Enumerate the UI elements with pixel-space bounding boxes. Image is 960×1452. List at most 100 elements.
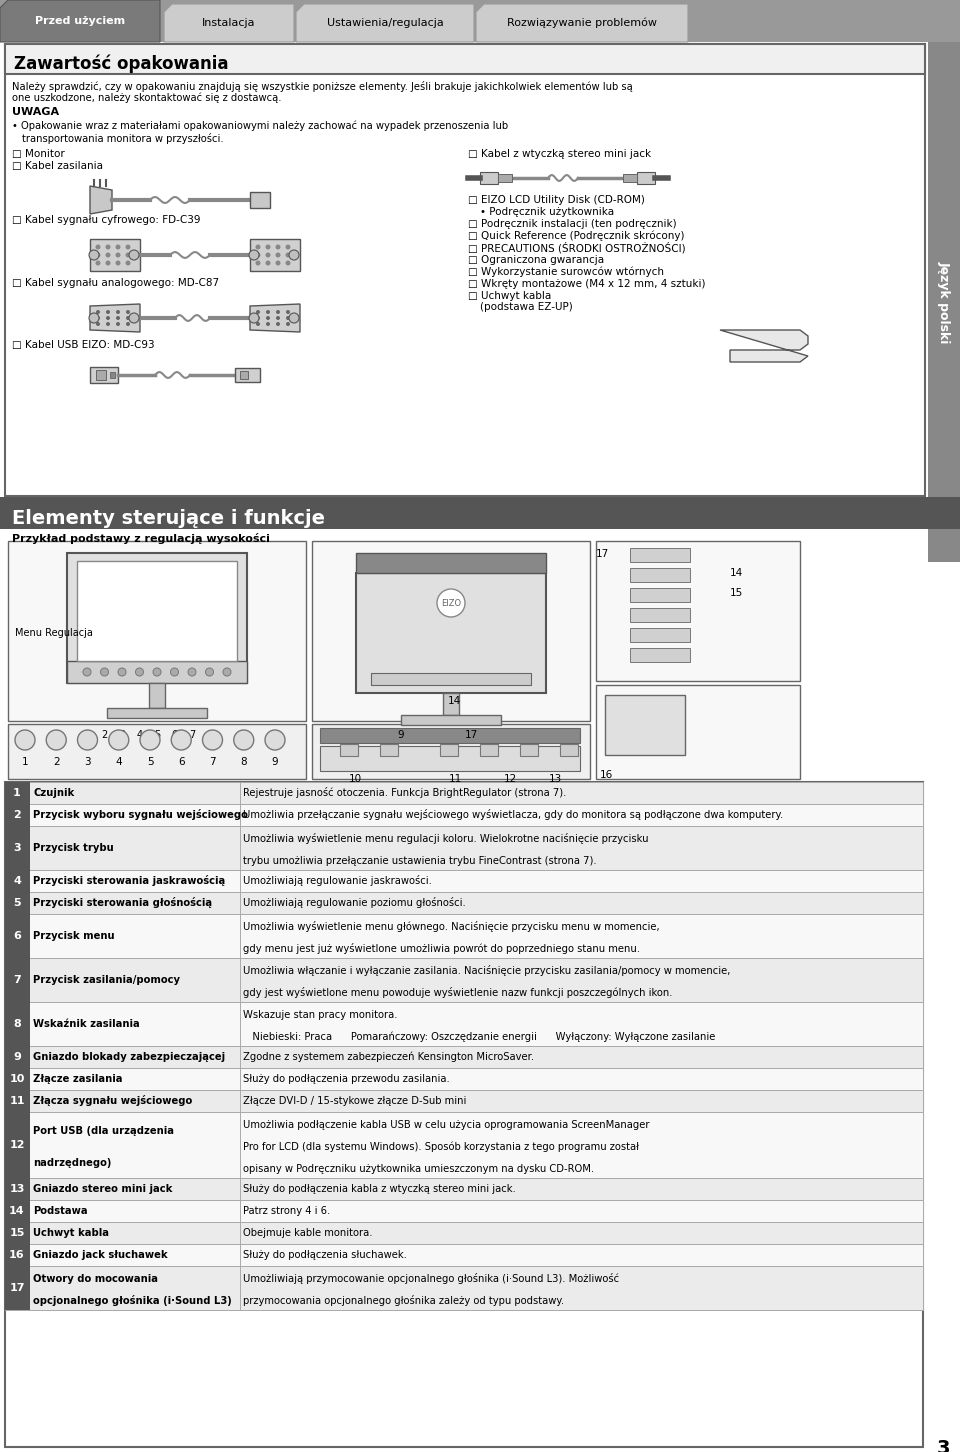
Bar xyxy=(312,725,590,780)
Text: Przyciski sterowania głośnością: Przyciski sterowania głośnością xyxy=(33,897,212,909)
Bar xyxy=(5,1069,923,1090)
Text: 17: 17 xyxy=(465,730,478,741)
Bar xyxy=(5,1199,923,1223)
Circle shape xyxy=(95,253,101,257)
Text: Przycisk trybu: Przycisk trybu xyxy=(33,844,113,852)
Text: Umożliwiają regulowanie jaskrawości.: Umożliwiają regulowanie jaskrawości. xyxy=(243,876,432,887)
Circle shape xyxy=(135,668,143,677)
Text: opcjonalnego głośnika (i·Sound L3): opcjonalnego głośnika (i·Sound L3) xyxy=(33,1295,231,1307)
Bar xyxy=(5,826,923,870)
Bar xyxy=(401,714,501,725)
Bar xyxy=(5,1266,923,1310)
Text: Przycisk wyboru sygnału wejściowego: Przycisk wyboru sygnału wejściowego xyxy=(33,810,248,820)
Bar xyxy=(5,1266,30,1310)
Circle shape xyxy=(203,730,223,751)
Text: 3: 3 xyxy=(937,1439,950,1452)
Circle shape xyxy=(129,250,139,260)
Bar xyxy=(5,1090,923,1112)
Bar xyxy=(5,1002,923,1045)
Bar xyxy=(5,1178,30,1199)
Text: 12: 12 xyxy=(503,774,516,784)
Text: gdy jest wyświetlone menu powoduje wyświetlenie nazw funkcji poszczególnych ikon: gdy jest wyświetlone menu powoduje wyświ… xyxy=(243,987,673,999)
Circle shape xyxy=(286,317,290,319)
Bar xyxy=(5,44,925,497)
Circle shape xyxy=(106,322,110,327)
Text: 6: 6 xyxy=(178,756,184,767)
Circle shape xyxy=(223,668,231,677)
Bar xyxy=(5,892,30,913)
Circle shape xyxy=(266,322,270,327)
Text: transportowania monitora w przyszłości.: transportowania monitora w przyszłości. xyxy=(22,132,224,144)
Text: UWAGA: UWAGA xyxy=(12,107,60,118)
Text: Umożliwia wyświetlenie menu głównego. Naciśnięcie przycisku menu w momencie,: Umożliwia wyświetlenie menu głównego. Na… xyxy=(243,922,660,932)
Bar xyxy=(5,958,30,1002)
Text: □ EIZO LCD Utility Disk (CD-ROM): □ EIZO LCD Utility Disk (CD-ROM) xyxy=(468,195,645,205)
Bar xyxy=(250,240,300,272)
Circle shape xyxy=(115,244,121,250)
Bar xyxy=(596,685,800,780)
Text: Umożliwiają przymocowanie opcjonalnego głośnika (i·Sound L3). Możliwość: Umożliwiają przymocowanie opcjonalnego g… xyxy=(243,1273,619,1285)
Bar xyxy=(5,783,923,1448)
Text: 4: 4 xyxy=(13,876,21,886)
Bar xyxy=(5,913,30,958)
Text: Otwory do mocowania: Otwory do mocowania xyxy=(33,1273,158,1284)
Polygon shape xyxy=(476,4,688,42)
Bar xyxy=(630,568,690,582)
Polygon shape xyxy=(0,0,160,42)
Circle shape xyxy=(171,730,191,751)
Bar xyxy=(96,370,106,380)
Text: Niebieski: Praca      Pomarańczowy: Oszczędzanie energii      Wyłączony: Wyłączo: Niebieski: Praca Pomarańczowy: Oszczędza… xyxy=(243,1032,715,1043)
Text: Przed użyciem: Przed użyciem xyxy=(35,16,125,26)
Circle shape xyxy=(115,260,121,266)
Text: □ Quick Reference (Podręcznik skrócony): □ Quick Reference (Podręcznik skrócony) xyxy=(468,231,684,241)
Bar xyxy=(5,1045,30,1069)
Bar xyxy=(67,553,247,682)
Bar xyxy=(77,560,237,661)
Bar xyxy=(5,958,923,1002)
Text: 10: 10 xyxy=(348,774,362,784)
Bar xyxy=(630,608,690,621)
Circle shape xyxy=(289,250,299,260)
Bar xyxy=(5,826,30,870)
Circle shape xyxy=(276,309,280,314)
Bar xyxy=(110,372,115,378)
Text: 16: 16 xyxy=(600,770,613,780)
Text: Podstawa: Podstawa xyxy=(33,1207,87,1215)
Polygon shape xyxy=(720,330,808,362)
Text: 7: 7 xyxy=(189,730,195,741)
Text: Przycisk zasilania/pomocy: Przycisk zasilania/pomocy xyxy=(33,974,180,984)
Circle shape xyxy=(126,317,130,319)
Bar xyxy=(5,1199,30,1223)
Text: EIZO: EIZO xyxy=(441,598,461,607)
Text: □ Kabel sygnału cyfrowego: FD-C39: □ Kabel sygnału cyfrowego: FD-C39 xyxy=(12,215,201,225)
Text: 13: 13 xyxy=(10,1183,25,1194)
Circle shape xyxy=(265,730,285,751)
Circle shape xyxy=(249,314,259,322)
Text: Język polski: Język polski xyxy=(938,261,950,343)
Circle shape xyxy=(108,730,129,751)
Circle shape xyxy=(249,250,259,260)
Text: 2: 2 xyxy=(102,730,108,741)
Bar xyxy=(240,372,248,379)
Text: 14: 14 xyxy=(10,1207,25,1215)
Text: • Opakowanie wraz z materiałami opakowaniowymi należy zachować na wypadek przeno: • Opakowanie wraz z materiałami opakowan… xyxy=(12,121,508,131)
Bar xyxy=(312,542,590,722)
Bar xyxy=(637,171,655,184)
Text: 1: 1 xyxy=(13,788,21,799)
Text: nadrzędnego): nadrzędnego) xyxy=(33,1159,111,1169)
Circle shape xyxy=(106,309,110,314)
Circle shape xyxy=(276,244,280,250)
Circle shape xyxy=(256,322,260,327)
Text: Rozwiązywanie problemów: Rozwiązywanie problemów xyxy=(507,17,657,28)
Text: 11: 11 xyxy=(448,774,462,784)
Text: Obejmuje kable monitora.: Obejmuje kable monitora. xyxy=(243,1228,372,1239)
Bar xyxy=(107,709,207,717)
Text: 10: 10 xyxy=(10,1074,25,1085)
Bar xyxy=(0,497,960,529)
Circle shape xyxy=(101,668,108,677)
Circle shape xyxy=(289,314,299,322)
Text: 14: 14 xyxy=(447,696,461,706)
Bar xyxy=(5,1112,30,1178)
Bar xyxy=(356,574,546,693)
Circle shape xyxy=(276,253,280,257)
